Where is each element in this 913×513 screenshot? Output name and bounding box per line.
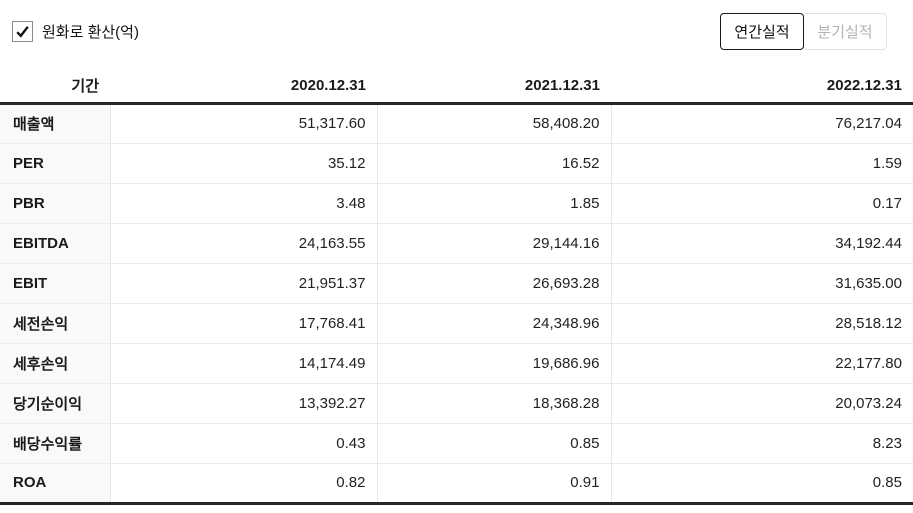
cell-value: 16.52	[377, 143, 612, 184]
column-header-period: 기간	[0, 70, 110, 105]
tab-annual-results[interactable]: 연간실적	[720, 13, 804, 50]
row-label: EBIT	[0, 263, 111, 304]
cell-value: 35.12	[110, 143, 378, 184]
row-label: PBR	[0, 183, 111, 224]
table-row: 세후손익 14,174.49 19,686.96 22,177.80	[0, 343, 913, 384]
cell-value: 3.48	[110, 183, 378, 224]
cell-value: 24,348.96	[377, 303, 612, 344]
cell-value: 51,317.60	[110, 103, 378, 144]
row-label: 세후손익	[0, 343, 111, 384]
toolbar: 원화로 환산(억) 연간실적 분기실적	[0, 0, 913, 70]
cell-value: 18,368.28	[377, 383, 612, 424]
cell-value: 1.59	[611, 143, 913, 184]
row-label: 매출액	[0, 103, 111, 144]
cell-value: 0.82	[110, 463, 378, 505]
header-row: 기간 2020.12.31 2021.12.31 2022.12.31	[0, 70, 913, 105]
table-row: EBITDA 24,163.55 29,144.16 34,192.44	[0, 223, 913, 264]
cell-value: 0.91	[377, 463, 612, 505]
cell-value: 22,177.80	[611, 343, 913, 384]
checkbox[interactable]	[12, 21, 33, 42]
financial-metrics-table: 기간 2020.12.31 2021.12.31 2022.12.31 매출액 …	[0, 70, 913, 505]
cell-value: 20,073.24	[611, 383, 913, 424]
cell-value: 1.85	[377, 183, 612, 224]
cell-value: 29,144.16	[377, 223, 612, 264]
table-row: 당기순이익 13,392.27 18,368.28 20,073.24	[0, 383, 913, 424]
column-header-2021: 2021.12.31	[377, 70, 611, 105]
cell-value: 0.85	[377, 423, 612, 464]
cell-value: 34,192.44	[611, 223, 913, 264]
table-row: PER 35.12 16.52 1.59	[0, 143, 913, 184]
tab-quarterly-results[interactable]: 분기실적	[803, 13, 887, 50]
column-header-2020: 2020.12.31	[110, 70, 377, 105]
cell-value: 0.43	[110, 423, 378, 464]
row-label: PER	[0, 143, 111, 184]
cell-value: 19,686.96	[377, 343, 612, 384]
cell-value: 26,693.28	[377, 263, 612, 304]
cell-value: 13,392.27	[110, 383, 378, 424]
table-row: 배당수익률 0.43 0.85 8.23	[0, 423, 913, 464]
row-label: ROA	[0, 463, 111, 505]
period-tabs: 연간실적 분기실적	[720, 13, 887, 50]
cell-value: 28,518.12	[611, 303, 913, 344]
cell-value: 21,951.37	[110, 263, 378, 304]
cell-value: 0.17	[611, 183, 913, 224]
cell-value: 8.23	[611, 423, 913, 464]
cell-value: 0.85	[611, 463, 913, 505]
cell-value: 17,768.41	[110, 303, 378, 344]
row-label: 세전손익	[0, 303, 111, 344]
table-row: ROA 0.82 0.91 0.85	[0, 463, 913, 505]
check-icon	[16, 26, 29, 38]
row-label: EBITDA	[0, 223, 111, 264]
cell-value: 14,174.49	[110, 343, 378, 384]
table-row: PBR 3.48 1.85 0.17	[0, 183, 913, 224]
table-row: 세전손익 17,768.41 24,348.96 28,518.12	[0, 303, 913, 344]
cell-value: 58,408.20	[377, 103, 612, 144]
row-label: 당기순이익	[0, 383, 111, 424]
cell-value: 31,635.00	[611, 263, 913, 304]
row-label: 배당수익률	[0, 423, 111, 464]
table-row: EBIT 21,951.37 26,693.28 31,635.00	[0, 263, 913, 304]
column-header-2022: 2022.12.31	[611, 70, 913, 105]
cell-value: 76,217.04	[611, 103, 913, 144]
checkbox-label: 원화로 환산(억)	[42, 24, 139, 41]
krw-conversion-toggle[interactable]: 원화로 환산(억)	[12, 21, 139, 42]
cell-value: 24,163.55	[110, 223, 378, 264]
table-row: 매출액 51,317.60 58,408.20 76,217.04	[0, 103, 913, 144]
